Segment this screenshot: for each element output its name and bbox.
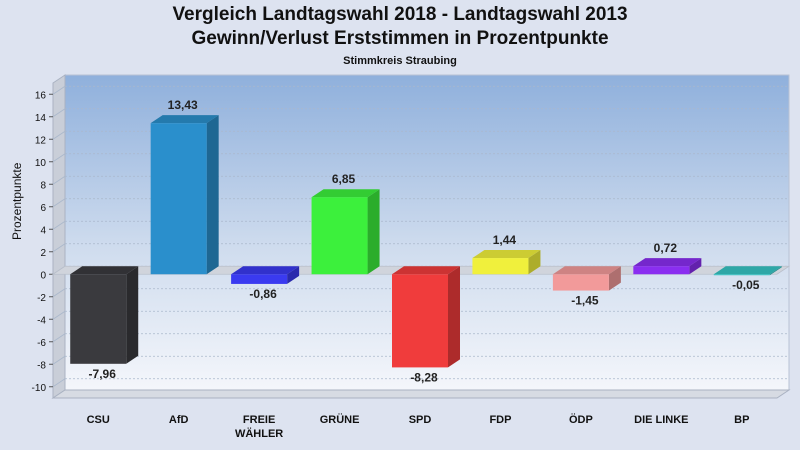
- x-tick-label: FDP: [489, 414, 511, 426]
- gridline-side: [52, 130, 66, 140]
- bar-side: [528, 250, 541, 275]
- bar: [70, 274, 127, 364]
- gridline-side: [52, 220, 66, 230]
- x-tick-label: GRÜNE: [320, 413, 360, 426]
- bar-top: [713, 266, 782, 275]
- bar-top: [633, 258, 702, 267]
- y-tick-label: 12: [35, 135, 47, 146]
- x-tick-label: ÖDP: [569, 413, 593, 426]
- data-label: -7,96: [89, 367, 117, 381]
- y-tick-label: 2: [40, 248, 46, 259]
- y-tick-label: 4: [40, 225, 46, 236]
- y-tick-label: -2: [37, 293, 46, 304]
- y-tick-label: -4: [37, 315, 46, 326]
- gridline-side: [52, 108, 66, 118]
- bar-side: [287, 266, 300, 284]
- bar-top: [231, 266, 300, 275]
- y-tick-label: 6: [40, 203, 46, 214]
- x-tick-label: BP: [734, 414, 749, 426]
- data-label: -8,28: [410, 370, 438, 384]
- data-label: 1,44: [493, 233, 517, 247]
- bar: [231, 274, 288, 284]
- bar: [552, 274, 609, 291]
- gridline-side: [52, 333, 66, 343]
- bar: [472, 258, 529, 275]
- y-tick-label: 10: [35, 158, 47, 169]
- chart-title: Vergleich Landtagswahl 2018 - Landtagswa…: [172, 4, 628, 25]
- bar-top: [552, 266, 621, 275]
- bar-side: [367, 189, 380, 275]
- chart-caption: Stimmkreis Straubing: [343, 55, 457, 67]
- bar-side: [769, 266, 782, 276]
- x-tick-label: CSU: [87, 414, 110, 426]
- gridline-side: [52, 153, 66, 163]
- x-tick-label: FREIE: [243, 414, 275, 426]
- data-label: -1,45: [571, 294, 599, 308]
- bar-side: [448, 266, 460, 368]
- bar: [633, 266, 690, 275]
- data-label: -0,05: [732, 278, 760, 292]
- data-label: 0,72: [654, 241, 678, 255]
- y-tick-label: -8: [37, 360, 46, 371]
- bar-top: [472, 250, 541, 259]
- plot-floor: [51, 389, 791, 399]
- x-tick-label: DIE LINKE: [634, 414, 688, 426]
- y-tick-label: 0: [40, 270, 46, 281]
- bar-top: [150, 115, 219, 124]
- x-tick-label: WÄHLER: [235, 427, 283, 440]
- bar-top: [392, 266, 460, 275]
- gridline-side: [52, 378, 66, 388]
- gridline-side: [52, 175, 66, 185]
- y-tick-label: 8: [40, 180, 46, 191]
- bar: [311, 197, 368, 275]
- plot-side-wall: [52, 74, 66, 399]
- bar-top: [311, 189, 380, 198]
- y-tick-label: 14: [35, 113, 47, 124]
- x-tick-label: AfD: [169, 414, 189, 426]
- bar-top: [70, 266, 139, 275]
- data-label: 6,85: [332, 172, 356, 186]
- gridline-side: [52, 243, 66, 253]
- bar-side: [689, 258, 702, 275]
- y-tick-label: -10: [32, 383, 47, 394]
- bar-side: [206, 115, 219, 275]
- y-tick-label: -6: [37, 338, 46, 349]
- gridline-side: [52, 310, 66, 320]
- chart-subtitle: Gewinn/Verlust Erststimmen in Prozentpun…: [191, 28, 609, 49]
- data-label: 13,43: [168, 98, 198, 112]
- gridline-side: [52, 355, 66, 365]
- bar-side: [608, 266, 621, 291]
- bar: [150, 123, 207, 275]
- gridline-side: [52, 288, 66, 298]
- gridline-side: [52, 198, 66, 208]
- data-label: -0,86: [249, 287, 277, 301]
- x-tick-label: SPD: [409, 414, 432, 426]
- bar-side: [126, 266, 139, 364]
- bar: [713, 274, 770, 276]
- gridline-side: [52, 85, 66, 95]
- y-tick-label: 16: [35, 90, 47, 101]
- bar: [392, 274, 448, 368]
